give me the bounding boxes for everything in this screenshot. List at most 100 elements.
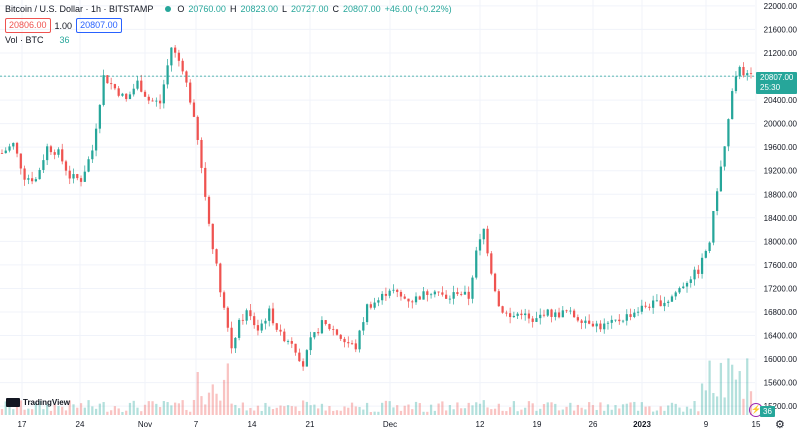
volume-bar xyxy=(708,360,711,415)
volume-bar xyxy=(158,407,162,415)
volume-bar xyxy=(19,400,22,415)
volume-bar xyxy=(475,402,478,415)
ohlc-low-key: L xyxy=(281,4,287,14)
candle-body xyxy=(603,323,606,330)
volume-bar xyxy=(429,404,433,415)
volume-bar xyxy=(542,404,546,415)
volume-bar xyxy=(482,400,485,415)
volume-bar xyxy=(727,358,730,415)
volume-bar xyxy=(501,410,504,415)
candle-body xyxy=(569,310,572,312)
candle-body xyxy=(478,239,482,251)
volume-bar xyxy=(207,392,211,415)
candle-body xyxy=(177,52,181,61)
candle-body xyxy=(565,310,568,312)
candle-body xyxy=(384,293,388,296)
volume-bar xyxy=(746,358,749,415)
candle-body xyxy=(625,314,628,321)
volume-bar xyxy=(411,409,414,415)
candle-body xyxy=(497,291,500,307)
candle-body xyxy=(57,149,60,155)
candle-body xyxy=(704,250,707,258)
volume-bar xyxy=(174,402,177,415)
volume-bar xyxy=(674,403,677,415)
volume-bar xyxy=(83,407,86,415)
candle-body xyxy=(550,309,553,317)
ohlc-low-value: 20727.00 xyxy=(291,4,329,14)
y-tick-label: 20400.00 xyxy=(764,96,798,105)
volume-bar xyxy=(343,406,346,415)
candle-body xyxy=(46,146,49,161)
candle-body xyxy=(12,142,15,147)
candle-body xyxy=(723,146,726,167)
candle-body xyxy=(629,314,632,317)
volume-bar xyxy=(527,401,531,415)
y-tick-label: 16400.00 xyxy=(764,332,798,341)
volume-bar xyxy=(264,402,267,415)
y-tick-label: 17600.00 xyxy=(764,261,798,270)
sell-price-button[interactable]: 20806.00 xyxy=(5,18,51,33)
candle-body xyxy=(727,119,730,147)
candle-body xyxy=(377,300,380,303)
tradingview-logo[interactable]: TradingView xyxy=(6,398,70,407)
candle-body xyxy=(505,312,508,314)
volume-bar xyxy=(49,410,53,415)
volume-bar xyxy=(678,407,681,415)
candle-body xyxy=(674,292,677,297)
candle-body xyxy=(716,191,719,212)
candle-body xyxy=(215,249,218,264)
volume-bar xyxy=(456,402,459,415)
settings-gear-icon[interactable]: ⚙ xyxy=(775,419,785,431)
x-tick-label: 15 xyxy=(752,420,761,429)
candle-body xyxy=(433,291,436,295)
time-axis[interactable]: 17 24 Nov 7 14 21 Dec 12 19 26 2023 9 15 xyxy=(18,420,761,429)
candle-body xyxy=(588,320,591,324)
candle-body xyxy=(512,315,516,318)
candle-body xyxy=(42,160,45,170)
price-axis[interactable]: 15200.00 15600.00 16000.00 16400.00 16800.00… xyxy=(764,2,798,411)
candle-body xyxy=(121,93,124,96)
volume-bar xyxy=(546,402,549,415)
volume-bar xyxy=(648,406,651,415)
candle-body xyxy=(452,292,455,299)
volume-bar xyxy=(471,405,474,415)
candle-body xyxy=(207,196,211,224)
candle-body xyxy=(467,291,470,299)
candle-body xyxy=(407,298,410,302)
volume-bar xyxy=(433,410,436,415)
volume-bar xyxy=(441,401,444,415)
candle-body xyxy=(388,290,391,296)
volume-bar xyxy=(143,404,147,415)
candle-body xyxy=(158,100,162,104)
volume-bar xyxy=(290,406,293,415)
volume-bar xyxy=(324,410,327,415)
volume-bar xyxy=(128,402,132,415)
volume-legend[interactable]: Vol · BTC 36 xyxy=(5,35,70,45)
volume-bar xyxy=(294,406,297,415)
volume-bar xyxy=(200,396,203,415)
volume-bar xyxy=(185,409,188,415)
candle-body xyxy=(241,319,245,321)
candle-body xyxy=(181,60,184,72)
candle-body xyxy=(734,76,738,92)
volume-bar xyxy=(426,411,429,415)
volume-bar xyxy=(640,402,643,415)
candle-body xyxy=(369,304,372,308)
x-tick-label: 19 xyxy=(533,420,542,429)
symbol-title[interactable]: Bitcoin / U.S. Dollar · 1h · BITSTAMP xyxy=(5,4,154,14)
candle-body xyxy=(381,293,384,301)
candle-body xyxy=(493,273,497,292)
candle-body xyxy=(309,337,312,351)
buy-price-button[interactable]: 20807.00 xyxy=(76,18,122,33)
candle-body xyxy=(445,294,448,299)
volume-bar xyxy=(162,401,165,415)
candle-body xyxy=(301,361,305,367)
volume-bar xyxy=(362,409,365,415)
candle-body xyxy=(516,313,519,316)
candle-body xyxy=(738,66,741,77)
volume-bar xyxy=(603,410,606,415)
volume-bar xyxy=(317,408,320,415)
volume-bar xyxy=(253,410,256,415)
